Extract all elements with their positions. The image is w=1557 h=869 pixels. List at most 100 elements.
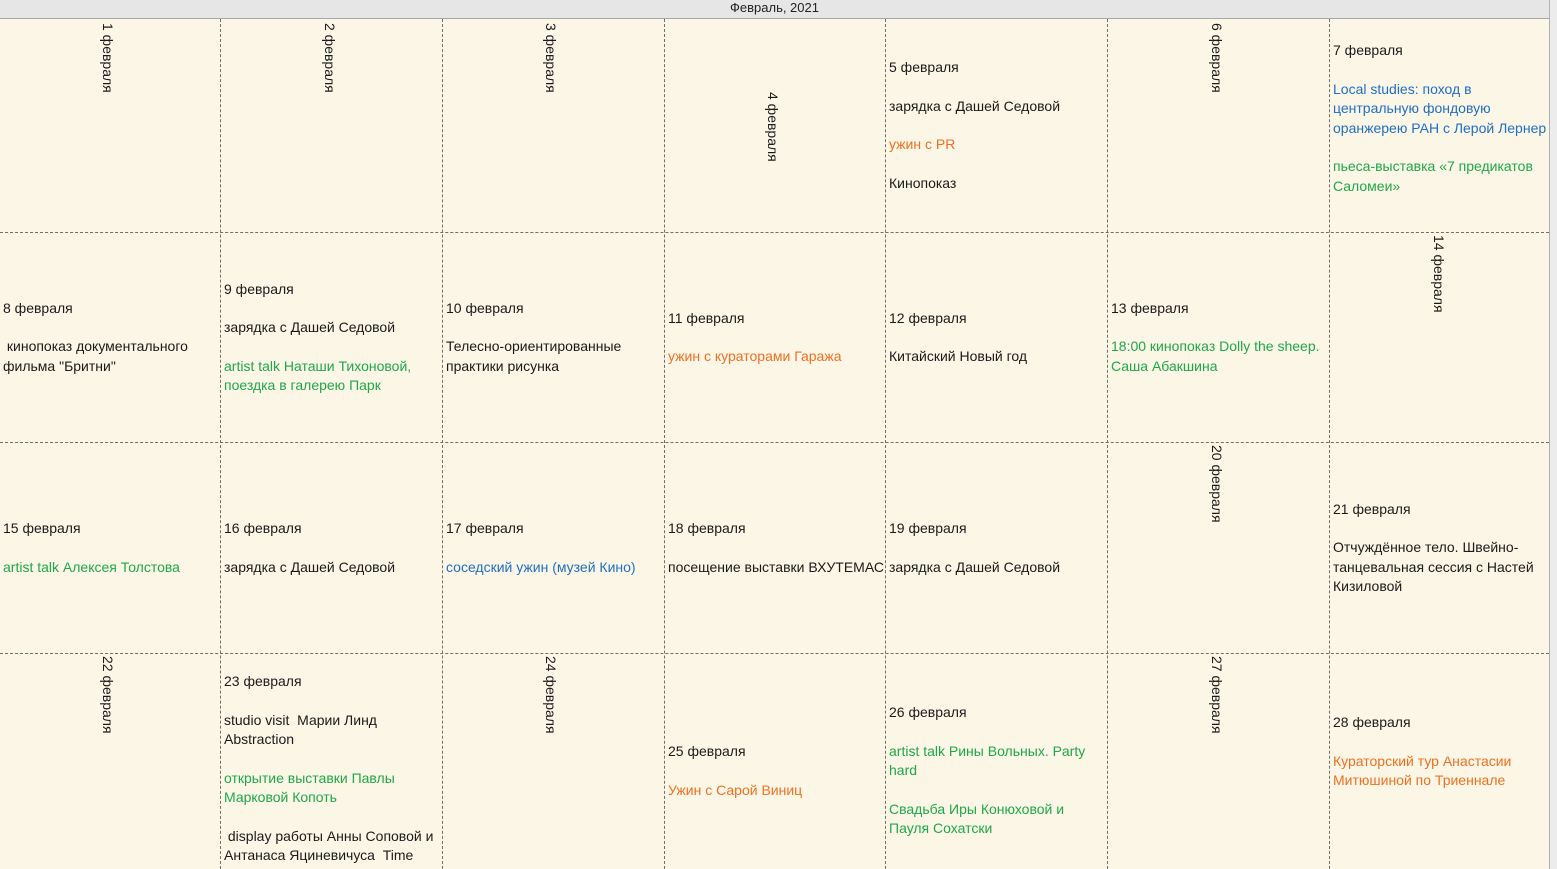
day-date-rotated: 2 февраля: [322, 23, 338, 93]
day-cell-6[interactable]: 6 февраля: [1108, 19, 1329, 232]
day-date: 25 февраля: [668, 743, 746, 759]
day-cell-4[interactable]: 4 февраля: [665, 19, 886, 232]
day-date: 23 февраля: [224, 673, 302, 689]
day-cell-27[interactable]: 27 февраля: [1108, 654, 1329, 869]
day-cell-12[interactable]: 12 февраля Китайский Новый год: [886, 233, 1107, 442]
event-text: зарядка с Дашей Седовой: [224, 558, 396, 575]
day-content: 8 февраля кинопоказ документального филь…: [0, 233, 221, 442]
day-cell-25[interactable]: 25 февраля Ужин с Сарой Виниц: [665, 654, 886, 869]
day-cell-10[interactable]: 10 февраля Телесно-ориентированные практ…: [443, 233, 664, 442]
event-text: ужин с PR: [889, 136, 956, 152]
day-cell-13[interactable]: 13 февраля 18:00 кинопоказ Dolly the she…: [1108, 233, 1329, 442]
day-date: 7 февраля: [1333, 42, 1403, 58]
event-text: зарядка с Дашей Седовой: [889, 558, 1061, 575]
event-text: artist talk Алексея Толстова: [3, 558, 180, 575]
event-text: пьеса-выставка «7 предикатов Саломеи»: [1333, 158, 1537, 194]
day-date-rotated: 6 февраля: [1209, 23, 1225, 93]
day-date: 15 февраля: [3, 520, 81, 536]
day-date: 11 февраля: [668, 309, 745, 326]
event-text: открытие выставки Павлы Марковой Копоть: [224, 769, 399, 806]
day-cell-20[interactable]: 20 февраля: [1108, 443, 1329, 653]
day-cell-16[interactable]: 16 февраля зарядка с Дашей Седовой: [221, 443, 442, 653]
day-cell-7[interactable]: 7 февраля Local studies: поход в централ…: [1330, 19, 1551, 232]
event-text: ужин с кураторами Гаража: [668, 348, 842, 364]
event-text: зарядка с Дашей Седовой: [224, 319, 396, 335]
day-date-rotated: 27 февраля: [1209, 656, 1225, 734]
day-cell-1[interactable]: 1 февраля: [0, 19, 221, 232]
event-text: Китайский Новый год: [889, 348, 1028, 364]
day-cell-18[interactable]: 18 февраля посещение выставки ВХУТЕМАС: [665, 443, 886, 653]
event-text: кинопоказ документального фильма "Бритни…: [3, 338, 192, 374]
day-date: 17 февраля: [446, 520, 524, 536]
day-date-rotated: 3 февраля: [543, 23, 559, 93]
day-cell-17[interactable]: 17 февраля соседский ужин (музей Кино): [443, 443, 664, 653]
day-cell-2[interactable]: 2 февраля: [221, 19, 442, 232]
day-cell-11[interactable]: 11 февраля ужин с кураторами Гаража: [665, 233, 886, 442]
window-edge: [1549, 0, 1557, 869]
day-date-rotated: 1 февраля: [100, 23, 116, 93]
day-cell-14[interactable]: 14 февраля: [1330, 233, 1551, 442]
day-content: 17 февраля соседский ужин (музей Кино): [443, 443, 664, 653]
event-text: соседский ужин (музей Кино): [446, 558, 636, 575]
event-text: Телесно-ориентированные практики рисунка: [446, 338, 626, 374]
day-content: 18 февраля посещение выставки ВХУТЕМАС: [665, 443, 886, 653]
column-divider: [1107, 19, 1108, 869]
day-content: 11 февраля ужин с кураторами Гаража: [665, 233, 886, 442]
day-content: 26 февраля artist talk Рины Вольных. Par…: [886, 654, 1107, 869]
event-text: Свадьба Иры Конюховой и Пауля Сохатски: [889, 800, 1068, 837]
day-date: 8 февраля: [3, 299, 73, 316]
day-date: 12 февраля: [889, 309, 967, 326]
day-content: 10 февраля Телесно-ориентированные практ…: [443, 233, 664, 442]
day-cell-8[interactable]: 8 февраля кинопоказ документального филь…: [0, 233, 221, 442]
day-cell-28[interactable]: 28 февраля Кураторский тур Анастасии Мит…: [1330, 654, 1551, 869]
day-date: 10 февраля: [446, 299, 524, 316]
event-text: Ужин с Сарой Виниц: [668, 781, 803, 798]
day-date-rotated: 14 февраля: [1431, 235, 1447, 313]
day-date: 13 февраля: [1111, 299, 1189, 316]
calendar-grid: 1 февраля 2 февраля 3 февраля 4 февраля …: [0, 19, 1549, 869]
day-cell-15[interactable]: 15 февраля artist talk Алексея Толстова: [0, 443, 221, 653]
month-header: Февраль, 2021: [0, 0, 1549, 19]
day-date: 9 февраля: [224, 280, 294, 297]
day-cell-9[interactable]: 9 февраля зарядка с Дашей Седовой artist…: [221, 233, 442, 442]
day-date: 18 февраля: [668, 520, 746, 536]
day-content: 23 февраля studio visit Марии Линд Abstr…: [221, 654, 442, 869]
day-content: 9 февраля зарядка с Дашей Седовой artist…: [221, 233, 442, 442]
day-date: 21 февраля: [1333, 500, 1411, 517]
day-cell-24[interactable]: 24 февраля: [443, 654, 664, 869]
day-date: 16 февраля: [224, 520, 302, 536]
column-divider: [1329, 19, 1330, 869]
day-cell-5[interactable]: 5 февраля зарядка с Дашей Седовой ужин с…: [886, 19, 1107, 232]
day-date: 5 февраля: [889, 59, 959, 75]
day-date-rotated: 22 февраля: [100, 656, 116, 734]
day-cell-22[interactable]: 22 февраля: [0, 654, 221, 869]
day-cell-23[interactable]: 23 февраля studio visit Марии Линд Abstr…: [221, 654, 442, 869]
row-divider: [0, 442, 1549, 443]
row-divider: [0, 232, 1549, 233]
day-cell-19[interactable]: 19 февраля зарядка с Дашей Седовой: [886, 443, 1107, 653]
column-divider: [442, 19, 443, 869]
day-cell-3[interactable]: 3 февраля: [443, 19, 664, 232]
column-divider: [664, 19, 665, 869]
day-content: 5 февраля зарядка с Дашей Седовой ужин с…: [886, 19, 1107, 232]
column-divider: [885, 19, 886, 869]
day-content: 13 февраля 18:00 кинопоказ Dolly the she…: [1108, 233, 1329, 442]
event-text: Кураторский тур Анастасии Митюшиной по Т…: [1333, 752, 1516, 789]
day-content: 28 февраля Кураторский тур Анастасии Мит…: [1330, 654, 1551, 869]
event-text: artist talk Наташи Тихоновой, поездка в …: [224, 357, 416, 394]
event-text: Отчуждённое тело. Швейно-танцевальная се…: [1333, 539, 1538, 594]
event-text: studio visit Марии Линд Abstraction: [224, 711, 381, 748]
day-content: 25 февраля Ужин с Сарой Виниц: [665, 654, 886, 869]
event-text: Кинопоказ: [889, 174, 957, 191]
event-text: artist talk Рины Вольных. Party hard: [889, 742, 1090, 779]
day-date-rotated: 20 февраля: [1209, 445, 1225, 523]
day-content: 19 февраля зарядка с Дашей Седовой: [886, 443, 1107, 653]
day-date-rotated: 4 февраля: [765, 92, 781, 162]
day-content: 16 февраля зарядка с Дашей Седовой: [221, 443, 442, 653]
day-content: 7 февраля Local studies: поход в централ…: [1330, 19, 1551, 232]
day-date: 19 февраля: [889, 520, 967, 536]
day-cell-26[interactable]: 26 февраля artist talk Рины Вольных. Par…: [886, 654, 1107, 869]
day-cell-21[interactable]: 21 февраля Отчуждённое тело. Швейно-танц…: [1330, 443, 1551, 653]
day-date-rotated: 24 февраля: [543, 656, 559, 734]
